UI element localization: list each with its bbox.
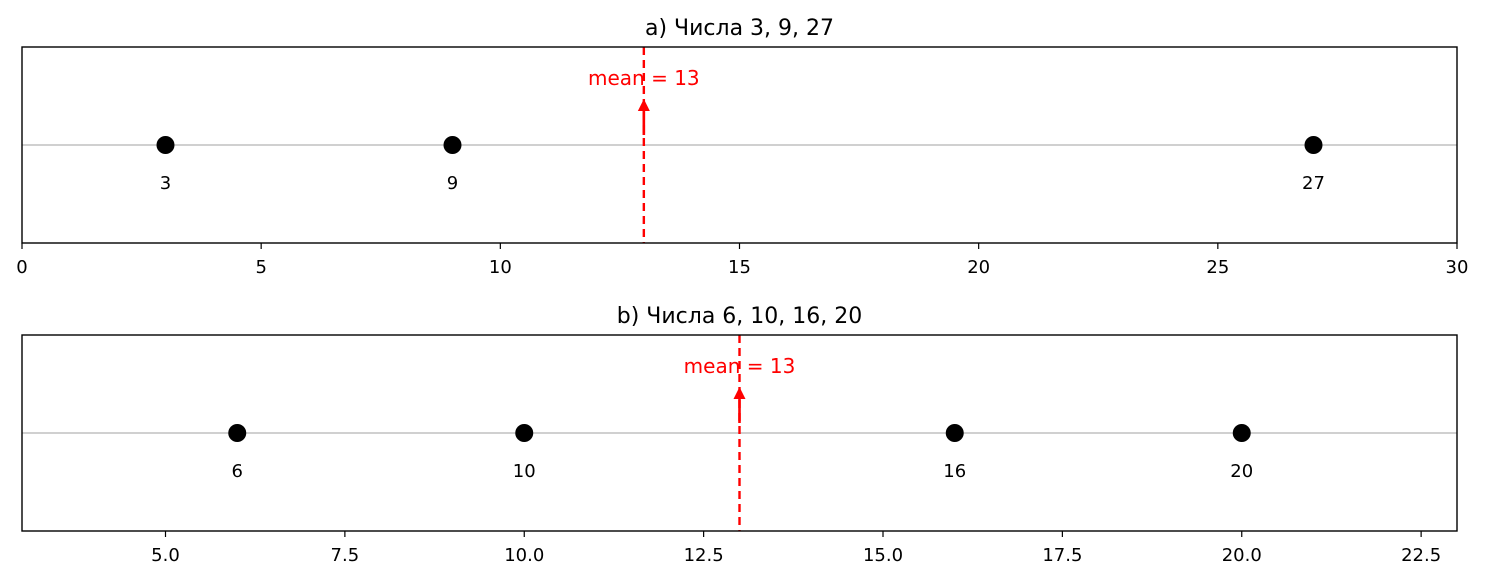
data-point-label: 27 [1302,173,1325,194]
chart-title: a) Числа 3, 9, 27 [645,16,834,41]
data-point [1232,424,1251,442]
data-point-label: 3 [160,173,171,194]
chart-title: b) Числа 6, 10, 16, 20 [617,304,863,329]
x-tick-label: 15 [728,257,751,278]
x-tick-label: 7.5 [331,545,360,566]
data-point-label: 6 [232,461,243,482]
mean-arrow-head [733,387,746,399]
data-point-label: 16 [943,461,966,482]
x-tick-label: 17.5 [1042,545,1082,566]
x-tick-label: 10.0 [504,545,544,566]
x-tick-label: 22.5 [1401,545,1441,566]
chart-panel-0: a) Числа 3, 9, 27 mean = 13 3 9 27 0 5 10 15 20 25… [16,16,1468,278]
data-point [156,136,175,154]
data-point [443,136,462,154]
x-tick-label: 0 [16,257,27,278]
x-tick-label: 25 [1206,257,1229,278]
mean-label: mean = 13 [588,66,700,90]
x-tick-label: 30 [1446,257,1469,278]
mean-arrow-head [637,99,650,111]
axes-frame [21,334,1458,532]
x-tick-label: 5.0 [151,545,180,566]
data-point-label: 20 [1230,461,1253,482]
x-tick-label: 12.5 [684,545,724,566]
x-tick-label: 20.0 [1222,545,1262,566]
mean-label: mean = 13 [684,354,796,378]
x-tick-label: 20 [967,257,990,278]
data-point [945,424,964,442]
chart-panel-1: b) Числа 6, 10, 16, 20 mean = 13 6 10 16 20 5.… [21,304,1458,566]
data-point [515,424,534,442]
data-point-label: 9 [447,173,458,194]
x-tick-label: 5 [255,257,266,278]
x-tick-label: 10 [489,257,512,278]
x-tick-label: 15.0 [863,545,903,566]
data-point [1304,136,1323,154]
data-point [228,424,247,442]
data-point-label: 10 [513,461,536,482]
